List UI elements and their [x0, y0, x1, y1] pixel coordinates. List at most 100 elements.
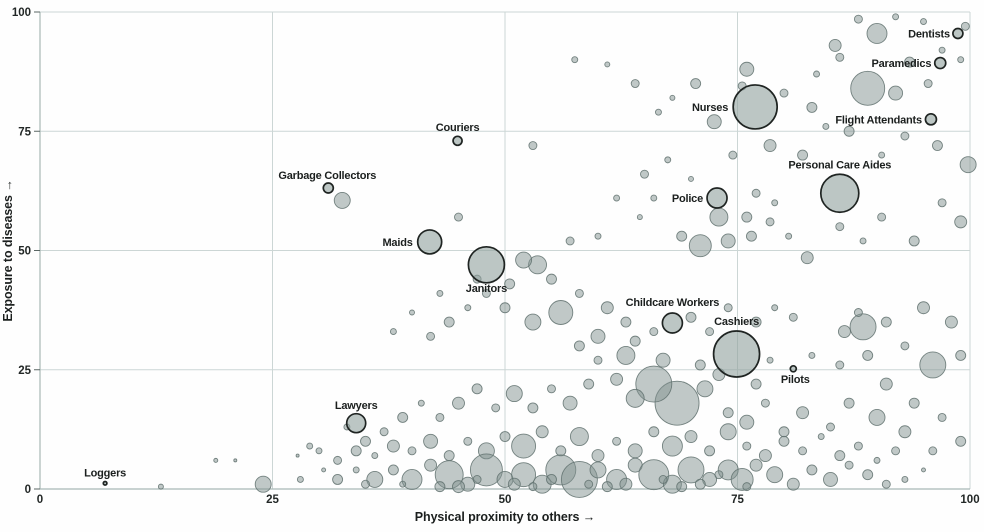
bubble [569, 427, 589, 446]
bubble [868, 409, 886, 426]
bubble [873, 456, 881, 464]
bubble [625, 388, 645, 408]
bubble [828, 38, 842, 52]
bubble [315, 447, 323, 455]
bubble [562, 395, 578, 411]
bubble [426, 331, 436, 341]
bubble [463, 436, 473, 446]
childcare-workers-bubble [661, 312, 684, 334]
bubble [499, 431, 511, 442]
bubble [604, 61, 611, 68]
x-tick-label: 100 [960, 494, 979, 506]
bubble [704, 445, 716, 457]
bubble [688, 234, 712, 258]
bubble [619, 477, 633, 491]
bubble [157, 483, 164, 490]
bubble [823, 472, 838, 487]
bubble [397, 412, 409, 423]
bubble [788, 312, 798, 322]
bubble [360, 435, 371, 447]
bubble [705, 327, 715, 337]
bubble [904, 56, 915, 68]
bubble [655, 352, 671, 368]
bubble [452, 396, 465, 410]
bubble [877, 212, 887, 222]
bubble [696, 380, 714, 398]
paramedics-label: Paramedics [871, 58, 931, 70]
bubble [879, 377, 893, 391]
childcare-workers-label: Childcare Workers [626, 297, 720, 309]
bubble [504, 278, 516, 290]
bubble [750, 378, 762, 390]
bubble [620, 316, 632, 328]
bubble [766, 356, 774, 364]
bubble [728, 150, 738, 160]
janitors-bubble [467, 245, 506, 284]
bubble [233, 458, 238, 463]
bubble [921, 467, 926, 473]
bubble [471, 383, 483, 395]
bubble [528, 141, 538, 151]
bubble [589, 461, 607, 479]
bubble [817, 433, 825, 440]
garbage-collectors-bubble [322, 182, 335, 194]
y-axis-title: Exposure to diseases → [1, 179, 15, 321]
labeled-bubbles: Dentists Paramedics Nurses Flight Attendant… [84, 27, 964, 486]
bubble [862, 349, 874, 361]
nurses-bubble [732, 84, 779, 130]
bubble [399, 480, 407, 488]
bubble [443, 450, 455, 462]
bubble [635, 365, 673, 403]
police-bubble [706, 187, 728, 209]
bubble [919, 351, 947, 379]
bubble [917, 301, 930, 315]
bubble [546, 474, 557, 485]
bubble [685, 311, 697, 323]
bubble [771, 199, 779, 207]
maids-bubble [416, 229, 443, 255]
pilots-label: Pilots [781, 374, 810, 386]
bubble [714, 470, 724, 480]
bubble [676, 230, 688, 242]
bubble [923, 79, 933, 89]
bubble [908, 235, 920, 247]
bubble [464, 304, 472, 312]
bubble [741, 211, 753, 223]
bubble [742, 482, 752, 492]
bubble [505, 385, 523, 403]
bubble [720, 233, 736, 249]
bubble [954, 215, 968, 229]
bubble [332, 474, 344, 485]
bubble [835, 360, 845, 370]
tick-labels: 0 25 50 75 100 0 25 50 75 100 [12, 7, 980, 506]
background-bubbles [157, 13, 977, 498]
bubble [938, 46, 946, 54]
bubble [254, 475, 272, 493]
bubble [636, 214, 643, 221]
bubble [742, 441, 752, 451]
bubble [694, 359, 706, 371]
bubble [548, 300, 574, 325]
bubble [593, 355, 603, 365]
paramedics-bubble [933, 56, 947, 70]
bubble [452, 480, 465, 494]
bubble [739, 61, 755, 77]
bubble [786, 477, 800, 491]
bubble [590, 328, 606, 344]
personal-care-aides-bubble [819, 173, 860, 214]
bubble [866, 23, 888, 44]
bubble [766, 466, 784, 484]
bubble [765, 217, 775, 227]
bubble [751, 188, 761, 198]
gridlines [40, 11, 971, 489]
bubble [407, 446, 417, 456]
bubble [808, 351, 816, 359]
bubble [888, 85, 904, 101]
bubble [859, 237, 867, 245]
bubble [650, 194, 658, 202]
y-tick-label: 100 [12, 7, 31, 19]
nurses-label: Nurses [692, 102, 728, 114]
bubble [959, 156, 977, 174]
bubble [423, 433, 439, 449]
